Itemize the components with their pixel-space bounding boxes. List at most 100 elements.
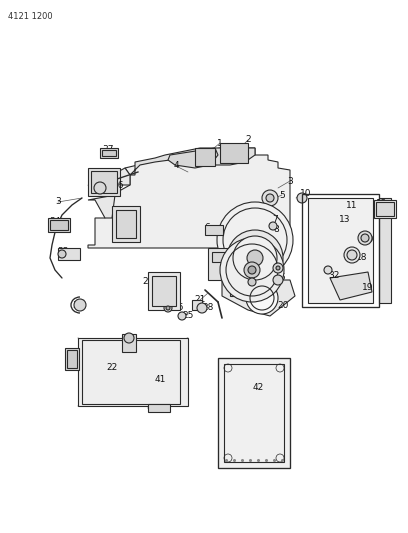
Bar	[67, 350, 77, 368]
Bar	[208, 248, 230, 280]
Bar	[302, 194, 379, 307]
Text: 41: 41	[154, 376, 166, 384]
Circle shape	[217, 202, 293, 278]
Circle shape	[324, 266, 332, 274]
Bar	[65, 348, 79, 370]
Text: 27: 27	[142, 278, 154, 287]
Circle shape	[248, 266, 256, 274]
Polygon shape	[88, 195, 115, 218]
Polygon shape	[88, 168, 130, 190]
Text: 3: 3	[55, 198, 61, 206]
Bar	[220, 143, 248, 163]
Circle shape	[178, 312, 186, 320]
Bar	[112, 206, 140, 242]
Bar	[224, 364, 284, 462]
Circle shape	[74, 299, 86, 311]
Circle shape	[273, 275, 283, 285]
Text: 26: 26	[172, 303, 184, 312]
Polygon shape	[330, 272, 372, 300]
Text: 7: 7	[272, 215, 278, 224]
Text: 30: 30	[209, 254, 221, 262]
Text: 15: 15	[242, 268, 254, 277]
Circle shape	[246, 282, 278, 314]
Circle shape	[276, 266, 280, 270]
Text: 23: 23	[67, 353, 78, 362]
Bar	[100, 148, 118, 158]
Text: 16: 16	[275, 273, 287, 282]
Text: 9: 9	[253, 244, 259, 253]
Circle shape	[166, 306, 170, 310]
Text: 38: 38	[112, 209, 124, 219]
Polygon shape	[379, 198, 391, 303]
Bar	[50, 220, 68, 230]
Circle shape	[220, 238, 284, 302]
Circle shape	[358, 231, 372, 245]
Polygon shape	[168, 148, 218, 168]
Circle shape	[273, 263, 283, 273]
Circle shape	[247, 250, 263, 266]
Circle shape	[58, 250, 66, 258]
Bar	[48, 218, 70, 232]
Text: 24: 24	[122, 337, 134, 346]
Circle shape	[227, 230, 283, 286]
Bar	[376, 202, 394, 216]
Bar	[102, 150, 116, 156]
Bar	[88, 168, 120, 196]
Text: 14: 14	[272, 265, 284, 274]
Bar	[232, 284, 244, 294]
Circle shape	[94, 182, 106, 194]
Bar	[374, 200, 396, 218]
Circle shape	[344, 247, 360, 263]
Text: 21: 21	[194, 295, 206, 304]
Text: 39: 39	[72, 302, 84, 311]
Bar	[58, 248, 80, 260]
Text: 32: 32	[328, 271, 340, 279]
Text: 1: 1	[217, 139, 223, 148]
Text: 36: 36	[112, 182, 124, 190]
Text: 13: 13	[339, 215, 351, 224]
Text: 40: 40	[362, 236, 374, 245]
Circle shape	[244, 262, 260, 278]
Text: 28: 28	[202, 303, 214, 312]
Circle shape	[233, 236, 277, 280]
Bar	[195, 148, 215, 166]
Bar	[230, 282, 246, 296]
Polygon shape	[88, 148, 290, 248]
Text: 4: 4	[173, 161, 179, 171]
Circle shape	[164, 304, 172, 312]
Bar	[308, 198, 373, 303]
Bar	[212, 252, 226, 262]
Circle shape	[347, 250, 357, 260]
Circle shape	[269, 222, 277, 230]
Bar	[78, 338, 188, 406]
Text: 22: 22	[106, 364, 118, 373]
Bar	[218, 358, 290, 468]
Circle shape	[262, 190, 278, 206]
Circle shape	[297, 193, 307, 203]
Text: 17: 17	[252, 278, 264, 287]
Bar	[116, 210, 136, 238]
Text: 20: 20	[277, 302, 289, 311]
Text: 37: 37	[102, 146, 114, 155]
Text: 34: 34	[49, 217, 61, 227]
Text: 4121 1200: 4121 1200	[8, 12, 53, 21]
Text: 12: 12	[376, 199, 388, 208]
Text: 42: 42	[253, 384, 264, 392]
Text: 19: 19	[362, 284, 374, 293]
Bar	[122, 334, 136, 352]
Text: 35: 35	[90, 177, 102, 187]
Polygon shape	[222, 280, 295, 316]
Bar	[192, 300, 202, 310]
Text: 2: 2	[245, 135, 251, 144]
Text: 3: 3	[287, 176, 293, 185]
Circle shape	[266, 194, 274, 202]
Polygon shape	[130, 148, 255, 175]
Text: 29: 29	[192, 303, 204, 312]
Text: 31: 31	[231, 287, 243, 296]
Text: 18: 18	[356, 254, 368, 262]
Circle shape	[248, 278, 256, 286]
Text: 8: 8	[273, 225, 279, 235]
Bar	[91, 171, 117, 193]
Circle shape	[361, 234, 369, 242]
Text: 5: 5	[279, 190, 285, 199]
